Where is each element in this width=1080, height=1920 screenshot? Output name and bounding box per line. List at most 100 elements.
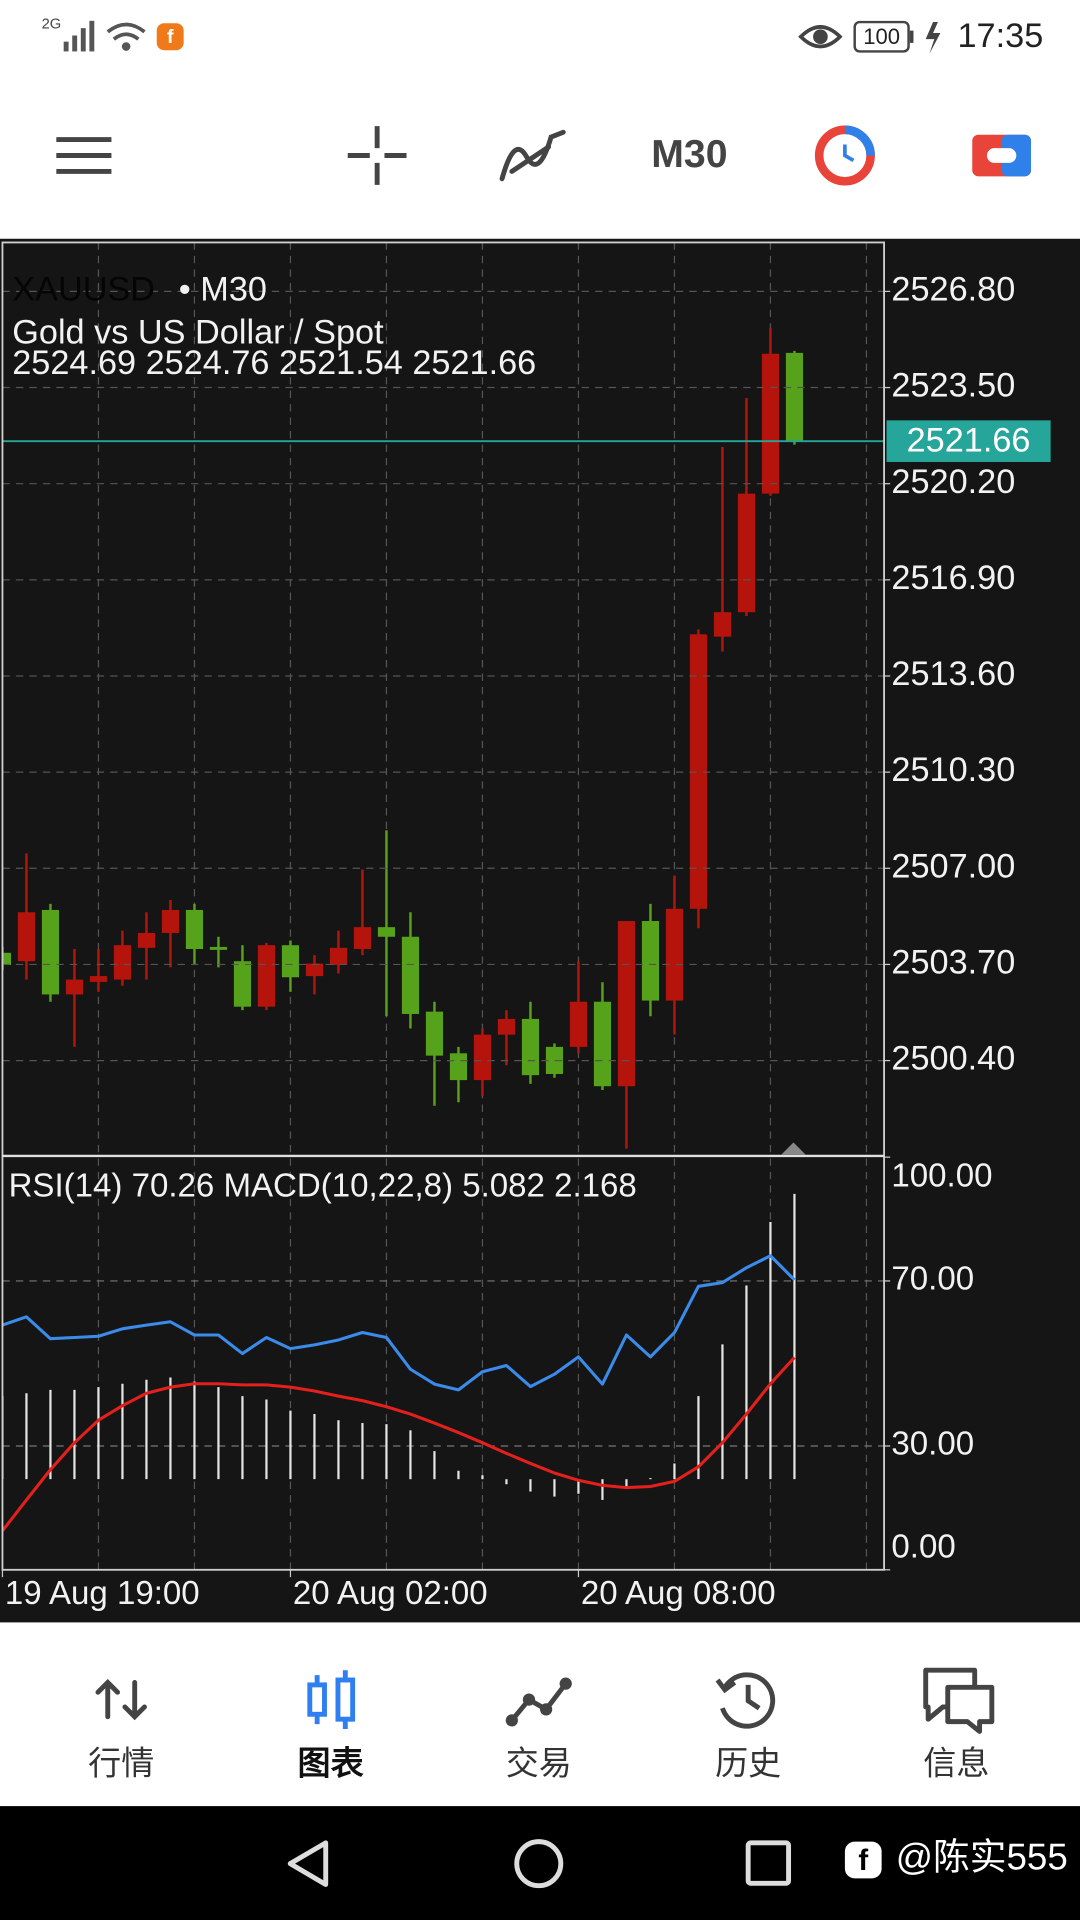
candle-body bbox=[401, 936, 420, 1014]
y-tick-label: 2520.20 bbox=[891, 463, 1015, 501]
candle-body bbox=[377, 927, 396, 937]
y-tick-label: 2507.00 bbox=[891, 847, 1015, 885]
current-price-label: 2521.66 bbox=[907, 421, 1031, 459]
chart-background bbox=[0, 238, 1080, 1623]
charging-icon bbox=[925, 22, 941, 54]
recents-button[interactable] bbox=[745, 1840, 792, 1886]
battery-tip bbox=[909, 30, 914, 43]
candle-body bbox=[137, 932, 156, 948]
pane-handle[interactable] bbox=[781, 1142, 806, 1155]
candle-body bbox=[545, 1046, 564, 1074]
battery-icon bbox=[853, 20, 910, 53]
bottom-nav bbox=[0, 1622, 1080, 1807]
nav-label[interactable]: 交易 bbox=[506, 1745, 572, 1782]
candle-body bbox=[737, 493, 756, 613]
chart-subtitle: Gold vs US Dollar / Spot bbox=[12, 313, 384, 351]
system-nav bbox=[0, 1806, 1080, 1920]
current-price-tag bbox=[886, 420, 1051, 462]
y-tick-label: 2523.50 bbox=[891, 367, 1015, 405]
candle-body bbox=[2, 952, 12, 966]
quotes-icon[interactable] bbox=[95, 1678, 147, 1721]
main-plot bbox=[2, 328, 885, 1149]
candle-body bbox=[257, 945, 276, 1007]
candle-body bbox=[305, 963, 324, 977]
axes: 2526.80 2523.50 2520.20 2516.90 2513.60 2510.… bbox=[1, 270, 1051, 1612]
candle-body bbox=[89, 976, 108, 982]
eye-icon bbox=[798, 25, 843, 49]
y-tick-label: 2510.30 bbox=[891, 751, 1015, 789]
app-notification-icon bbox=[156, 23, 184, 51]
candle-body bbox=[113, 945, 132, 980]
nav-label-active[interactable]: 图表 bbox=[298, 1745, 364, 1782]
back-button[interactable] bbox=[287, 1840, 329, 1887]
timeframe-button[interactable]: M30 bbox=[651, 133, 727, 176]
indicator-label: RSI(14) 70.26 MACD(10,22,8) 5.082 2.168 bbox=[9, 1167, 637, 1204]
clock-button[interactable] bbox=[814, 125, 875, 186]
candle-body bbox=[281, 945, 300, 978]
candle-body bbox=[185, 909, 204, 949]
candle-body bbox=[329, 947, 348, 966]
nav-label[interactable]: 信息 bbox=[923, 1745, 989, 1782]
candle-body bbox=[665, 908, 684, 1001]
candle-body bbox=[425, 1011, 444, 1056]
chart-symbol: XAUUSD bbox=[12, 270, 155, 308]
candle-body bbox=[617, 921, 636, 1087]
candle-body bbox=[785, 352, 804, 442]
trade-icon[interactable] bbox=[505, 1677, 572, 1727]
candle-body bbox=[761, 353, 780, 494]
y-tick-label: 2500.40 bbox=[891, 1040, 1015, 1078]
candle-body bbox=[353, 927, 372, 949]
crosshair-button[interactable] bbox=[347, 126, 407, 185]
menu-button[interactable] bbox=[56, 137, 112, 174]
y-tick-label: 0.00 bbox=[891, 1529, 955, 1566]
candle-body bbox=[17, 912, 36, 962]
candle-body bbox=[593, 1001, 612, 1087]
candle-body bbox=[521, 1018, 540, 1076]
candle-body bbox=[713, 612, 732, 637]
home-button[interactable] bbox=[514, 1839, 564, 1889]
y-tick-label: 70.00 bbox=[891, 1261, 974, 1298]
ohlc-text: 2524.69 2524.76 2521.54 2521.66 bbox=[12, 344, 536, 382]
x-tick-label: 19 Aug 19:00 bbox=[5, 1575, 200, 1612]
candle-body bbox=[473, 1034, 492, 1081]
plot-border bbox=[1, 241, 885, 1571]
app-notification-glyph: f bbox=[167, 26, 174, 48]
y-tick-label: 30.00 bbox=[891, 1426, 974, 1463]
messages-icon[interactable] bbox=[923, 1667, 995, 1734]
chart-icon[interactable] bbox=[307, 1670, 356, 1729]
status-time: 17:35 bbox=[958, 17, 1044, 55]
watermark: @陈实555 bbox=[896, 1837, 1068, 1878]
trade-button[interactable] bbox=[972, 134, 1032, 177]
indicator-plot bbox=[2, 1193, 885, 1532]
wifi-icon bbox=[106, 22, 146, 51]
candle-body bbox=[497, 1018, 516, 1035]
nav-label[interactable]: 历史 bbox=[715, 1745, 781, 1782]
candle-body bbox=[209, 946, 228, 950]
candle-body bbox=[449, 1053, 468, 1081]
battery-level: 100 bbox=[863, 24, 900, 49]
signal-icon bbox=[63, 20, 95, 52]
candle-body bbox=[161, 909, 180, 933]
candle-body bbox=[233, 961, 252, 1007]
network-type: 2G bbox=[42, 16, 62, 32]
rsi-line bbox=[2, 1254, 796, 1392]
macd-signal-line bbox=[2, 1356, 796, 1532]
candle-body bbox=[569, 1001, 588, 1047]
x-tick-label: 20 Aug 08:00 bbox=[581, 1575, 776, 1612]
indicators-button[interactable] bbox=[499, 129, 566, 182]
watermark-icon bbox=[844, 1841, 882, 1879]
history-icon[interactable] bbox=[715, 1672, 776, 1729]
y-tick-label: 2513.60 bbox=[891, 655, 1015, 693]
y-tick-label: 2516.90 bbox=[891, 559, 1015, 597]
candle-body bbox=[689, 634, 708, 909]
y-tick-label: 2503.70 bbox=[891, 943, 1015, 981]
candle-body bbox=[41, 909, 60, 995]
chart-timeframe: • M30 bbox=[179, 270, 267, 308]
watermark-glyph: f bbox=[858, 1844, 868, 1877]
nav-label[interactable]: 行情 bbox=[88, 1745, 154, 1782]
y-tick-label: 100.00 bbox=[891, 1158, 992, 1195]
x-tick-label: 20 Aug 02:00 bbox=[293, 1575, 488, 1612]
candle-body bbox=[641, 921, 660, 1001]
